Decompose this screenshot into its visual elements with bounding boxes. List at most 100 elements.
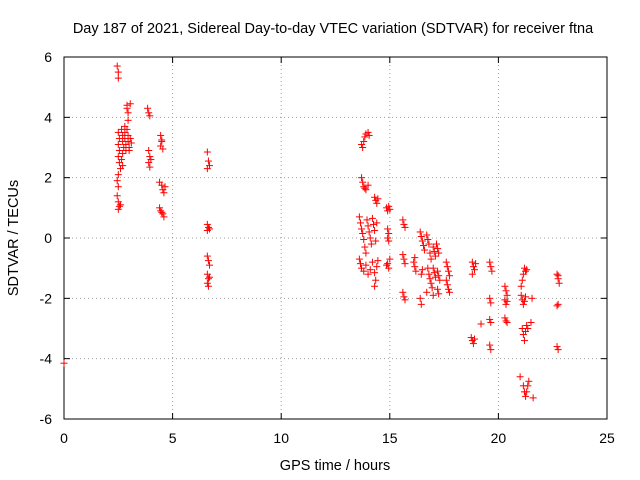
data-point xyxy=(386,205,394,213)
data-point xyxy=(356,260,364,268)
data-point xyxy=(443,281,451,289)
data-point xyxy=(399,251,407,259)
y-tick-label: 0 xyxy=(44,230,52,246)
data-point xyxy=(555,279,563,287)
data-point xyxy=(427,279,435,287)
data-point xyxy=(126,100,134,108)
data-point xyxy=(356,219,364,227)
data-point xyxy=(116,201,124,209)
y-tick-label: 4 xyxy=(44,109,52,125)
data-point xyxy=(371,269,379,277)
data-point xyxy=(399,216,407,224)
data-point xyxy=(434,285,442,293)
data-point xyxy=(373,219,381,227)
data-point xyxy=(115,147,123,155)
data-point xyxy=(144,104,152,112)
data-point xyxy=(444,285,452,293)
data-point xyxy=(472,260,480,268)
data-point xyxy=(502,287,510,295)
data-point xyxy=(127,139,135,147)
data-point xyxy=(206,273,214,281)
data-point xyxy=(146,153,154,161)
data-point xyxy=(385,202,393,210)
data-point xyxy=(401,260,409,268)
data-point xyxy=(360,267,368,275)
data-point xyxy=(368,214,376,222)
data-point xyxy=(115,202,123,210)
data-point xyxy=(204,275,212,283)
data-point xyxy=(488,267,496,275)
data-point xyxy=(432,240,440,248)
x-tick-label: 25 xyxy=(599,430,615,446)
data-point xyxy=(525,377,533,385)
data-point xyxy=(364,128,372,136)
data-point xyxy=(362,261,370,269)
data-point xyxy=(204,282,212,290)
data-point xyxy=(553,343,561,351)
data-point xyxy=(119,162,127,170)
data-point xyxy=(364,181,372,189)
data-point xyxy=(368,258,376,266)
data-point xyxy=(124,116,132,124)
data-point xyxy=(361,133,369,141)
data-point xyxy=(446,288,454,296)
data-point xyxy=(359,144,367,151)
data-point xyxy=(385,229,393,237)
data-point xyxy=(159,210,167,218)
data-point xyxy=(410,258,418,266)
data-point xyxy=(522,392,530,400)
data-point xyxy=(370,220,378,228)
data-point xyxy=(204,223,212,231)
y-axis-title: SDTVAR / TECUs xyxy=(6,180,22,296)
data-point xyxy=(114,205,122,213)
data-point xyxy=(374,257,382,265)
data-point xyxy=(361,243,369,251)
data-point xyxy=(436,276,444,284)
data-point xyxy=(444,267,452,275)
x-tick-label: 0 xyxy=(60,430,68,446)
data-point xyxy=(206,225,214,233)
data-point xyxy=(366,234,374,242)
data-point xyxy=(204,257,212,265)
data-point xyxy=(442,276,450,284)
data-point xyxy=(358,174,366,182)
data-point xyxy=(203,252,211,260)
data-point xyxy=(113,62,121,70)
data-point xyxy=(384,260,392,268)
data-point xyxy=(487,299,495,307)
data-point xyxy=(553,270,561,278)
data-point xyxy=(429,243,437,251)
axis-ticks xyxy=(63,56,608,420)
data-point xyxy=(359,229,367,237)
data-point xyxy=(418,266,426,274)
data-point xyxy=(468,270,476,278)
data-point xyxy=(114,140,122,148)
data-point xyxy=(524,382,532,390)
data-point xyxy=(400,255,408,263)
data-point xyxy=(160,189,168,197)
data-point xyxy=(360,137,368,145)
data-point xyxy=(386,255,394,263)
data-point xyxy=(430,248,438,256)
data-point xyxy=(503,297,511,305)
data-point xyxy=(366,266,374,274)
data-point xyxy=(503,318,511,326)
data-point xyxy=(471,335,479,343)
data-point xyxy=(400,293,408,301)
data-point xyxy=(365,228,373,236)
data-point xyxy=(371,226,379,234)
x-axis-tick-labels: 0 5 10 15 20 25 xyxy=(60,430,615,446)
data-point xyxy=(146,112,154,120)
data-point xyxy=(554,300,562,308)
data-point xyxy=(527,318,535,326)
data-point xyxy=(358,225,366,233)
data-point xyxy=(446,272,454,280)
data-point xyxy=(374,195,382,203)
data-point xyxy=(355,255,363,263)
data-point xyxy=(113,177,121,185)
plot-frame xyxy=(63,56,608,420)
data-point xyxy=(118,156,126,164)
data-point xyxy=(355,213,363,221)
data-point xyxy=(362,249,370,257)
data-point xyxy=(362,186,370,194)
